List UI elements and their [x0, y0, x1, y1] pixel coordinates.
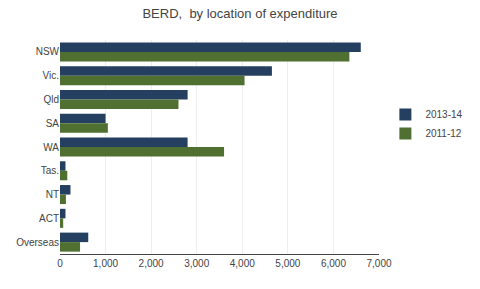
- svg-text:2013-14: 2013-14: [425, 109, 462, 120]
- svg-text:Overseas: Overseas: [16, 237, 59, 248]
- svg-text:NSW: NSW: [36, 46, 60, 57]
- svg-text:ACT: ACT: [39, 213, 59, 224]
- svg-text:4,000: 4,000: [230, 258, 255, 269]
- svg-text:Qld: Qld: [43, 94, 59, 105]
- svg-text:7,000: 7,000: [366, 258, 391, 269]
- svg-text:3,000: 3,000: [184, 258, 209, 269]
- svg-text:Vic.: Vic.: [43, 70, 60, 81]
- svg-text:2011-12: 2011-12: [425, 128, 461, 139]
- svg-text:NT: NT: [46, 189, 59, 200]
- svg-text:6,000: 6,000: [321, 258, 346, 269]
- svg-text:5,000: 5,000: [275, 258, 300, 269]
- svg-text:0: 0: [57, 258, 63, 269]
- svg-text:BERD, by location of expendit: BERD, by location of expenditure: [142, 6, 337, 21]
- svg-text:SA: SA: [46, 118, 60, 129]
- svg-text:Tas.: Tas.: [41, 165, 59, 176]
- svg-text:1,000: 1,000: [93, 258, 118, 269]
- svg-text:WA: WA: [43, 142, 59, 153]
- svg-text:2,000: 2,000: [139, 258, 164, 269]
